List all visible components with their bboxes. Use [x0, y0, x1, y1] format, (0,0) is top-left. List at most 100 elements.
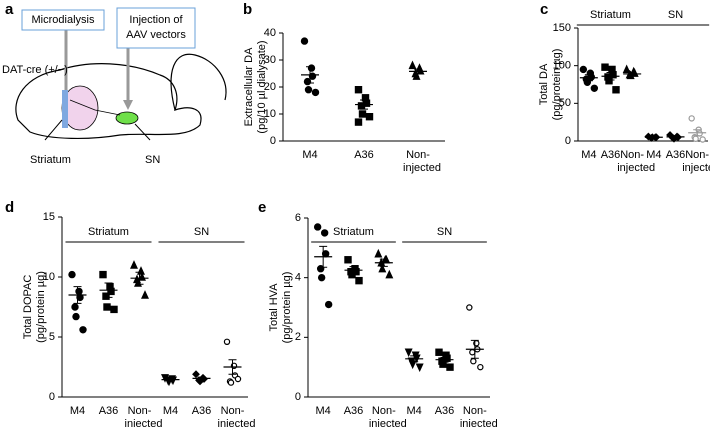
point — [137, 266, 145, 275]
y-axis-label: Total DOPAC — [22, 275, 34, 340]
region-label: SN — [145, 154, 160, 166]
point — [79, 326, 87, 334]
y-tick-label: 50 — [559, 97, 571, 109]
point — [107, 287, 115, 296]
point — [412, 71, 421, 80]
point — [313, 223, 322, 231]
point — [365, 113, 374, 121]
point — [699, 136, 706, 143]
x-tick-label: injected — [682, 162, 710, 174]
point — [317, 273, 326, 282]
point — [601, 63, 609, 71]
x-tick-label: M4 — [407, 405, 422, 417]
error-bar — [104, 282, 113, 298]
error-bar — [470, 339, 479, 359]
x-tick-label: A36 — [99, 405, 119, 417]
x-tick-label: Non- — [372, 405, 396, 417]
y-tick-label: 100 — [553, 60, 571, 72]
panel-label: a — [5, 1, 14, 18]
x-tick-label: injected — [125, 418, 163, 427]
group-label: SN — [437, 226, 452, 238]
error-bar — [166, 378, 175, 381]
point — [404, 348, 413, 358]
panel-label: b — [243, 1, 252, 18]
group-label: Striatum — [333, 226, 374, 238]
point — [466, 304, 473, 311]
x-tick-label: M4 — [581, 149, 596, 161]
error-bar — [440, 356, 449, 363]
error-bar — [606, 71, 615, 81]
error-bar — [349, 266, 358, 275]
y-axis-label: (pg/protein µg) — [35, 271, 47, 343]
error-bar — [360, 99, 368, 110]
error-bar — [379, 258, 388, 267]
error-bar — [584, 74, 593, 82]
group-label: SN — [194, 226, 209, 238]
error-bar — [73, 286, 82, 304]
group-label: Striatum — [590, 9, 631, 21]
point — [612, 86, 620, 94]
point — [622, 64, 631, 74]
point — [75, 287, 83, 296]
point — [408, 360, 417, 370]
y-tick-label: 20 — [264, 81, 276, 93]
y-axis-label: (pg/protein µg) — [551, 49, 563, 121]
box-label: Microdialysis — [32, 14, 95, 26]
x-tick-label: A36 — [666, 149, 686, 161]
point — [358, 110, 367, 118]
point — [304, 86, 313, 94]
y-tick-label: 6 — [295, 212, 301, 224]
y-tick-label: 0 — [565, 135, 571, 147]
x-tick-label: Non- — [685, 149, 709, 161]
x-tick-label: injected — [218, 418, 256, 427]
region-label: Striatum — [30, 154, 71, 166]
point — [378, 263, 387, 273]
point — [300, 37, 309, 45]
x-tick-label: A36 — [354, 149, 374, 161]
point — [435, 348, 443, 356]
error-bar — [414, 68, 422, 74]
x-tick-label: injected — [617, 162, 655, 174]
panel-label: c — [540, 1, 548, 18]
x-tick-label: Non- — [463, 405, 487, 417]
point — [374, 248, 383, 258]
point — [320, 229, 329, 237]
point — [196, 377, 204, 386]
y-tick-label: 40 — [264, 27, 276, 39]
error-bar — [628, 71, 637, 76]
point — [408, 60, 417, 70]
group-label: SN — [668, 9, 683, 21]
point — [605, 77, 613, 85]
point — [692, 135, 699, 142]
x-tick-label: M4 — [163, 405, 178, 417]
x-tick-label: Non- — [406, 149, 430, 161]
point — [76, 293, 84, 302]
x-tick-label: M4 — [646, 149, 661, 161]
point — [234, 375, 242, 383]
box-label: AAV vectors — [126, 29, 186, 41]
point — [446, 363, 454, 371]
y-tick-label: 4 — [295, 272, 301, 284]
y-axis-label: (pg/10 µl dialysate) — [256, 40, 268, 133]
point — [355, 276, 363, 285]
point — [110, 305, 118, 314]
point — [439, 360, 447, 368]
y-axis-label: Total HVA — [268, 283, 280, 332]
point — [579, 65, 588, 74]
point — [583, 78, 592, 86]
y-tick-label: 0 — [295, 391, 301, 403]
error-bar — [135, 271, 144, 285]
point — [477, 363, 484, 371]
x-tick-label: A36 — [435, 405, 455, 417]
y-tick-label: 10 — [264, 108, 276, 120]
x-tick-label: M4 — [70, 405, 85, 417]
x-tick-label: M4 — [302, 149, 317, 161]
point — [590, 84, 599, 92]
y-tick-label: 150 — [553, 22, 571, 34]
y-tick-label: 30 — [264, 54, 276, 66]
point — [227, 379, 235, 386]
y-tick-label: 5 — [49, 331, 55, 343]
point — [348, 270, 356, 279]
point — [141, 290, 149, 299]
